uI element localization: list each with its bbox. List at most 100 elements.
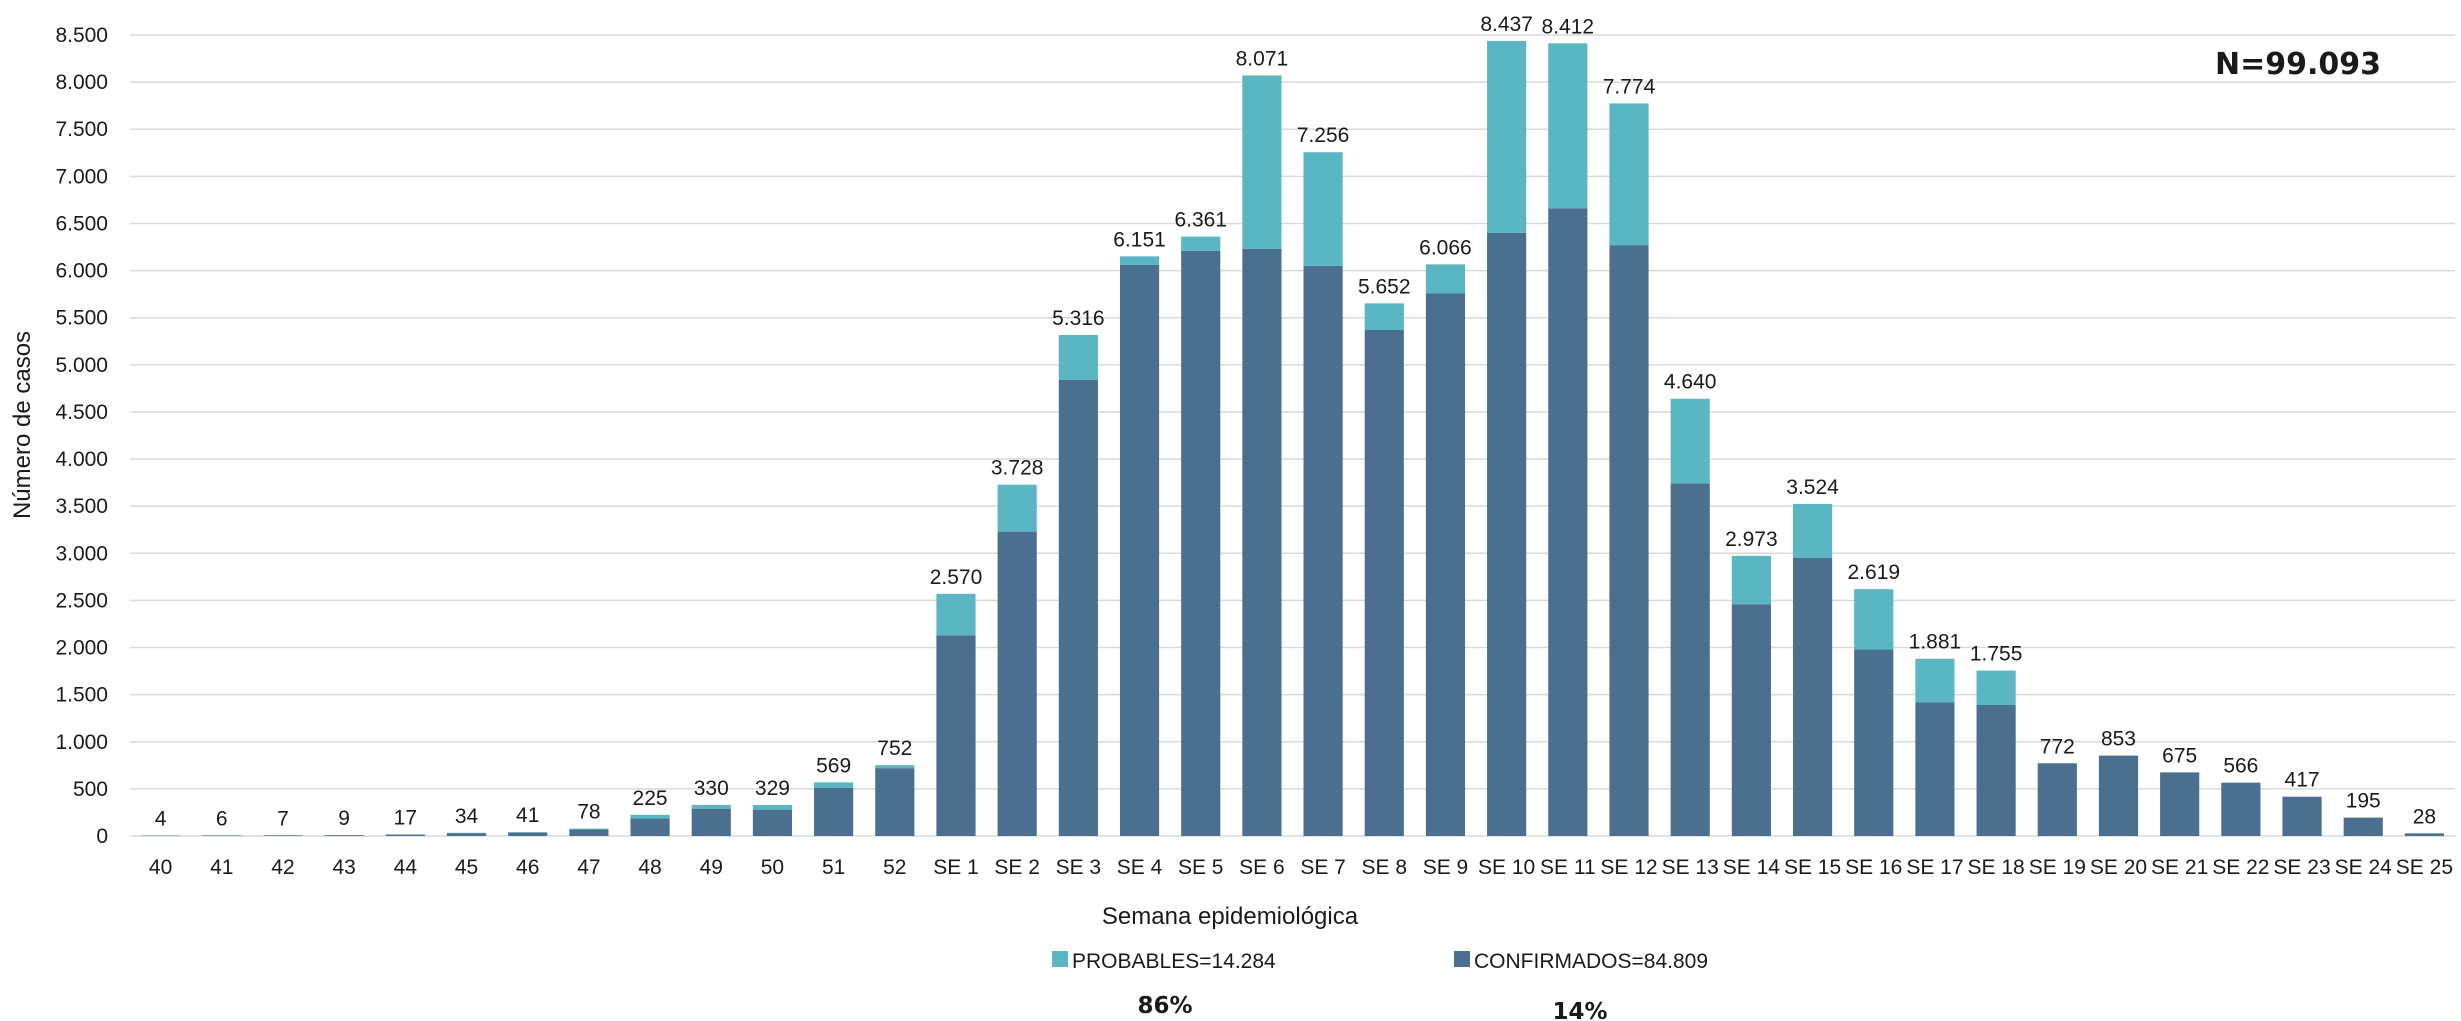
bar-confirmados xyxy=(2282,796,2322,836)
bar-probables xyxy=(630,814,670,819)
bar-confirmados xyxy=(1731,604,1771,836)
data-label-total: 675 xyxy=(2162,744,2197,767)
x-tick-label: 52 xyxy=(883,856,906,879)
x-tick-label: 45 xyxy=(455,856,478,879)
bar-confirmados xyxy=(1242,248,1282,836)
bar-probables xyxy=(752,804,793,810)
x-tick-label: 43 xyxy=(332,856,355,879)
bar-confirmados xyxy=(1854,649,1894,836)
y-tick-label: 8.500 xyxy=(55,24,108,47)
data-label-total: 6 xyxy=(216,807,228,830)
bar-confirmados xyxy=(324,835,364,836)
bar-confirmados xyxy=(385,834,425,836)
y-tick-label: 3.000 xyxy=(55,542,108,565)
x-tick-label: SE 24 xyxy=(2335,856,2393,879)
data-label-total: 195 xyxy=(2346,790,2381,813)
bar-confirmados xyxy=(508,832,548,836)
bar-confirmados xyxy=(814,787,854,836)
x-tick-label: SE 11 xyxy=(1540,856,1596,879)
bar-confirmados xyxy=(2343,817,2383,836)
y-tick-label: 2.000 xyxy=(55,637,108,660)
bar-probables xyxy=(1548,43,1588,209)
x-tick-label: 51 xyxy=(822,856,845,879)
data-label-total: 9 xyxy=(338,807,350,830)
y-tick-label: 7.500 xyxy=(55,118,108,141)
data-label-total: 7.256 xyxy=(1297,124,1350,147)
data-label-total: 34 xyxy=(455,805,479,828)
bar-confirmados xyxy=(1058,379,1098,836)
data-label-total: 330 xyxy=(694,777,729,800)
data-label-total: 5.316 xyxy=(1052,307,1105,330)
y-tick-label: 4.000 xyxy=(55,448,108,471)
x-tick-label: SE 19 xyxy=(2029,856,2086,879)
bar-probables xyxy=(1854,589,1894,650)
bar-confirmados xyxy=(2037,763,2077,836)
x-tick-label: SE 8 xyxy=(1362,856,1408,879)
bar-confirmados xyxy=(1303,265,1343,836)
x-tick-label: 40 xyxy=(149,856,172,879)
data-label-total: 1.755 xyxy=(1970,643,2023,666)
data-label-total: 752 xyxy=(877,737,912,760)
y-tick-label: 1.500 xyxy=(55,684,108,707)
data-labels: 4 6 7 9 17 34 41 78 225 330 329 569 752 2.570 3.728 5.3… xyxy=(155,13,2436,831)
legend-swatch-confirmados xyxy=(1454,951,1470,967)
data-label-total: 2.619 xyxy=(1847,561,1900,584)
data-label-total: 6.066 xyxy=(1419,236,1472,259)
y-axis-title: Número de casos xyxy=(9,331,36,519)
bar-probables xyxy=(1303,152,1343,266)
bar-confirmados xyxy=(2098,755,2139,836)
x-tick-label: 49 xyxy=(700,856,723,879)
data-label-total: 225 xyxy=(633,787,668,810)
bar-probables xyxy=(814,782,854,788)
data-label-total: 4.640 xyxy=(1664,371,1717,394)
data-label-total: 6.151 xyxy=(1113,228,1166,251)
y-tick-label: 500 xyxy=(73,778,108,801)
bar-confirmados xyxy=(1976,705,2016,836)
x-tick-label: SE 1 xyxy=(933,856,979,879)
x-tick-label: 47 xyxy=(577,856,600,879)
bar-confirmados xyxy=(1425,293,1466,836)
bars xyxy=(141,40,2444,837)
x-tick-label: SE 21 xyxy=(2151,856,2208,879)
y-tick-label: 8.000 xyxy=(55,71,108,94)
x-tick-label: 44 xyxy=(394,856,418,879)
x-tick-label: SE 22 xyxy=(2212,856,2269,879)
bar-confirmados xyxy=(1609,245,1649,836)
bar-confirmados xyxy=(1548,208,1588,836)
bar-probables xyxy=(1731,555,1771,605)
y-axis-ticks: 0 500 1.000 1.500 2.000 2.500 3.000 3.500 4.000 4… xyxy=(55,24,108,848)
x-axis-ticks: 40 41 42 43 44 45 46 47 48 49 50 51 52 SE 1 SE 2 SE 3 SE… xyxy=(149,856,2453,879)
bar-probables xyxy=(1181,236,1221,251)
x-tick-label: SE 4 xyxy=(1117,856,1163,879)
bar-confirmados xyxy=(1181,250,1221,836)
x-tick-label: SE 16 xyxy=(1845,856,1902,879)
data-label-total: 28 xyxy=(2413,805,2436,828)
bar-confirmados xyxy=(2221,782,2261,836)
x-tick-label: SE 15 xyxy=(1784,856,1841,879)
data-label-total: 7.774 xyxy=(1603,75,1656,98)
x-tick-label: SE 10 xyxy=(1478,856,1535,879)
x-tick-label: SE 17 xyxy=(1906,856,1963,879)
bar-probables xyxy=(1119,256,1160,265)
bar-probables xyxy=(691,804,731,809)
data-label-total: 41 xyxy=(516,804,539,827)
x-tick-label: SE 2 xyxy=(994,856,1040,879)
x-tick-label: 41 xyxy=(210,856,233,879)
x-tick-label: SE 18 xyxy=(1968,856,2025,879)
legend-label-confirmados: CONFIRMADOS=84.809 xyxy=(1474,950,1708,973)
x-tick-label: 48 xyxy=(638,856,661,879)
y-tick-label: 6.000 xyxy=(55,260,108,283)
data-label-total: 772 xyxy=(2040,735,2075,758)
bar-probables xyxy=(875,765,915,769)
bar-confirmados xyxy=(875,768,915,836)
data-label-total: 2.570 xyxy=(930,566,983,589)
bar-confirmados xyxy=(2404,833,2444,836)
bar-probables xyxy=(1425,264,1466,294)
percentage-label-first: 86% xyxy=(1137,993,1192,1019)
legend-swatch-probables xyxy=(1052,951,1068,967)
x-axis-title: Semana epidemiológica xyxy=(1102,903,1359,930)
bar-confirmados xyxy=(1670,483,1710,836)
y-tick-label: 7.000 xyxy=(55,165,108,188)
data-label-total: 329 xyxy=(755,777,790,800)
